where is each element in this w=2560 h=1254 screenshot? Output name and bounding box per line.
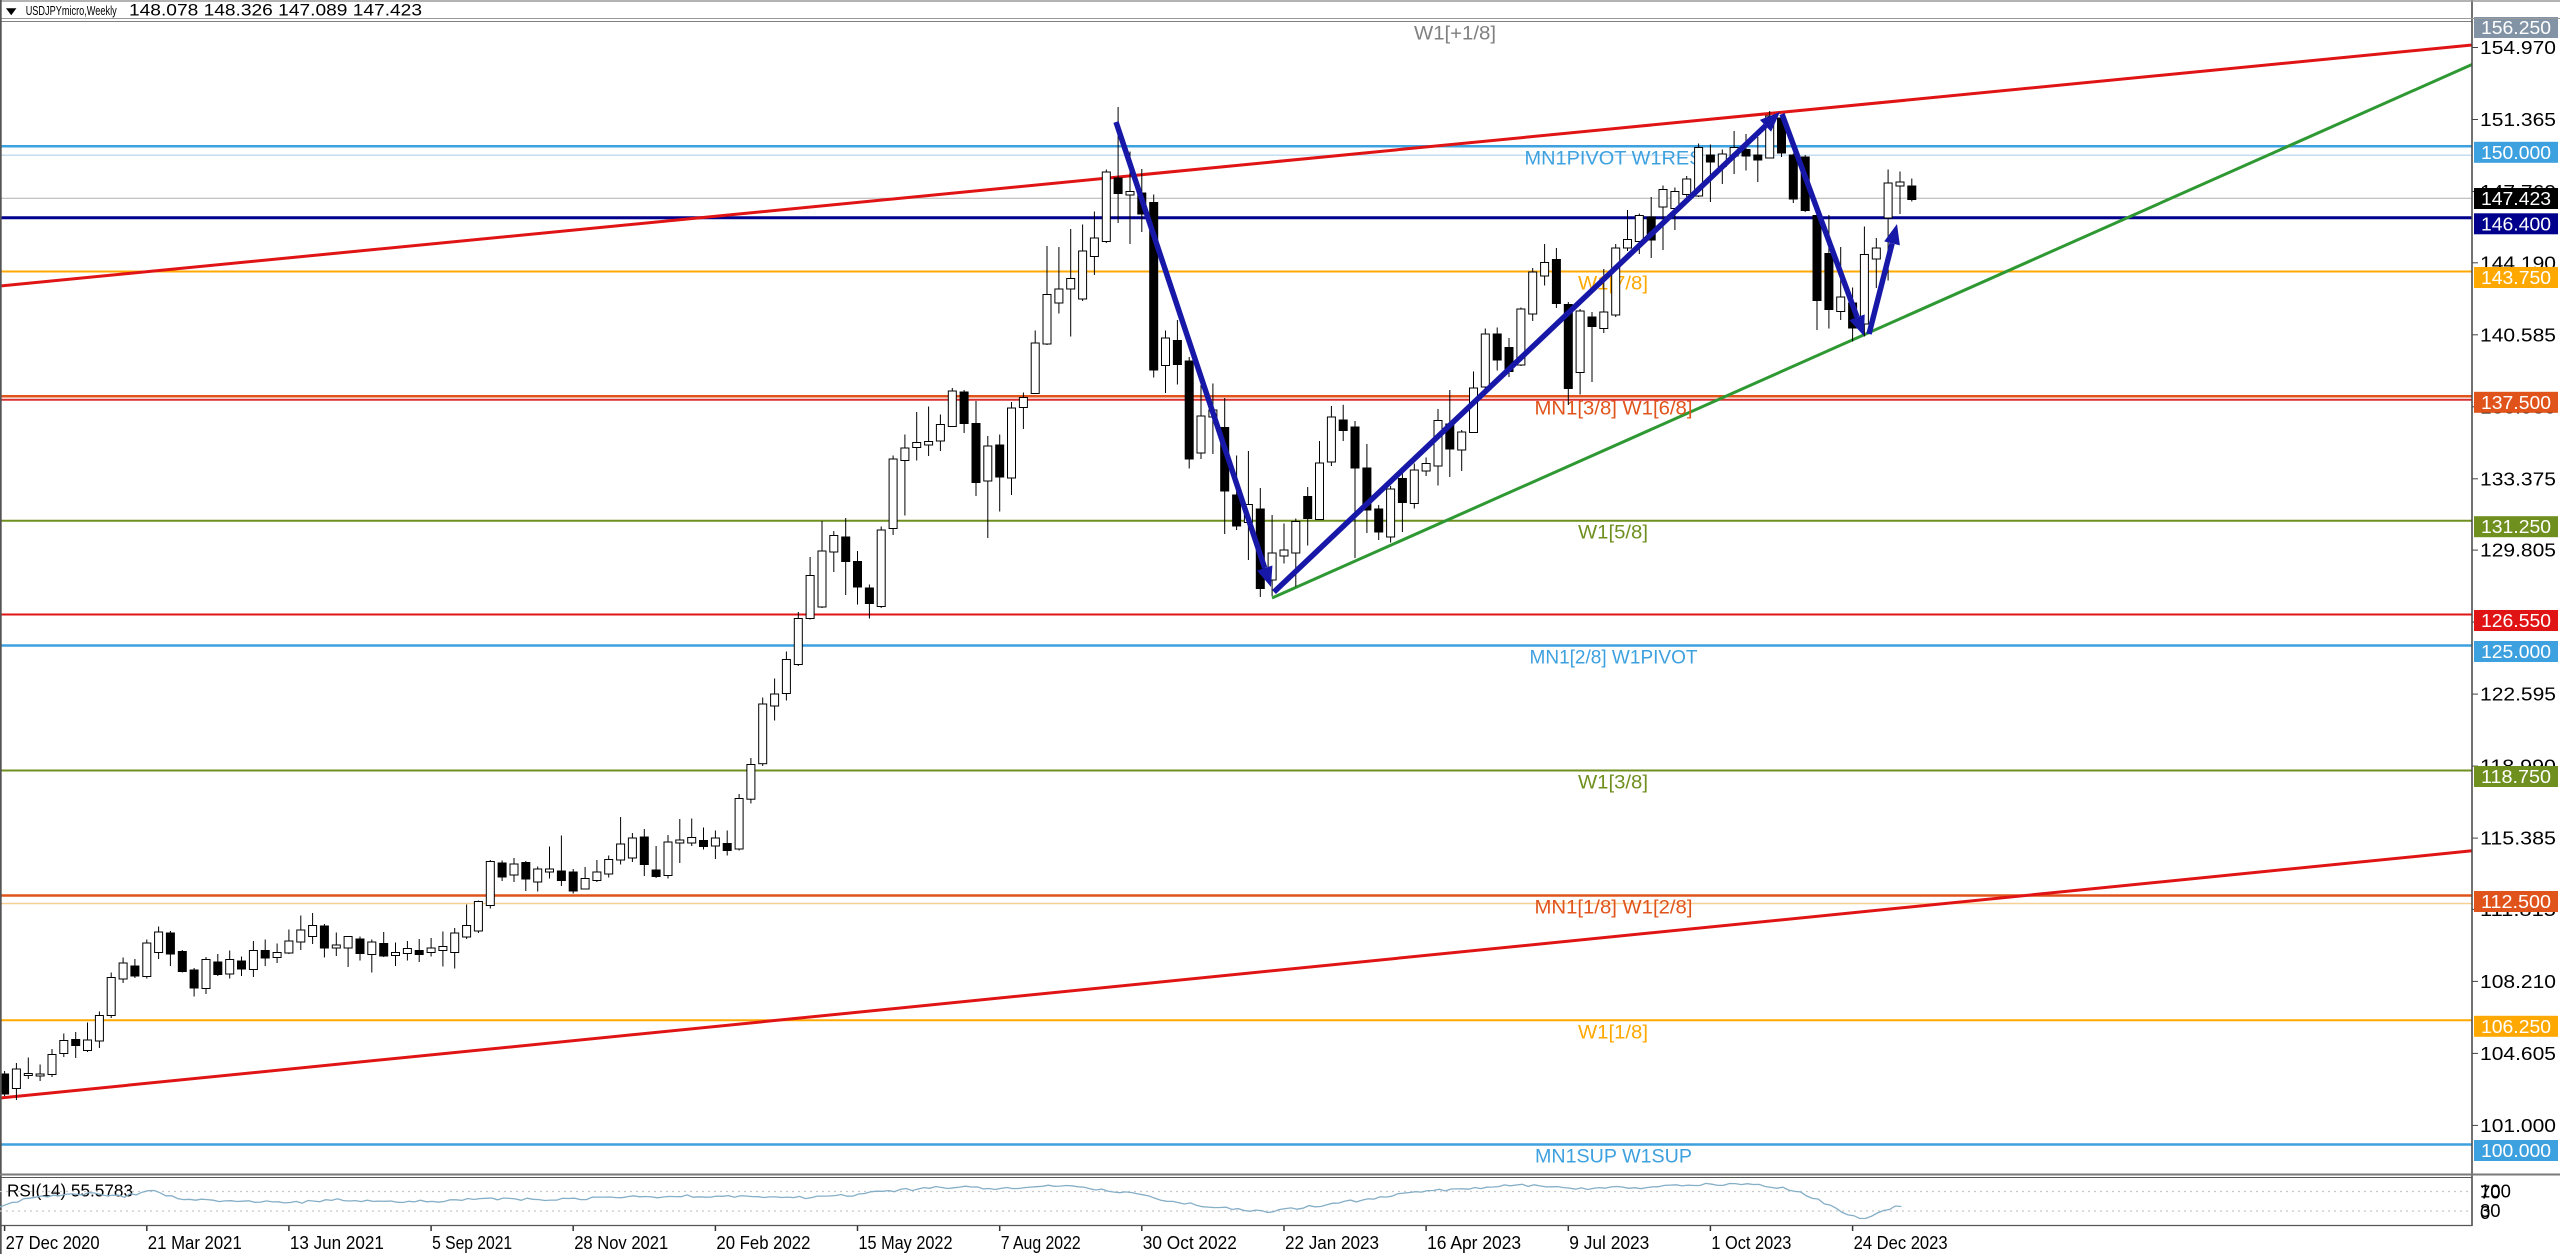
svg-text:115.385: 115.385	[2480, 828, 2556, 849]
svg-text:70: 70	[2480, 1182, 2501, 1203]
svg-text:9 Jul 2023: 9 Jul 2023	[1569, 1233, 1649, 1253]
svg-text:28 Nov 2021: 28 Nov 2021	[574, 1233, 668, 1253]
svg-text:151.365: 151.365	[2480, 109, 2556, 130]
svg-text:W1[1/8]: W1[1/8]	[1578, 1022, 1648, 1043]
svg-text:15 May 2022: 15 May 2022	[859, 1233, 953, 1253]
svg-text:100: 100	[2480, 1181, 2511, 1202]
svg-text:5 Sep 2021: 5 Sep 2021	[432, 1233, 512, 1253]
svg-text:137.500: 137.500	[2481, 392, 2551, 413]
svg-text:148.078 148.326 147.089 147.42: 148.078 148.326 147.089 147.423	[129, 2, 422, 20]
svg-text:147.423: 147.423	[2481, 188, 2551, 209]
svg-text:133.375: 133.375	[2480, 468, 2556, 489]
svg-text:125.000: 125.000	[2481, 641, 2551, 662]
svg-text:20 Feb 2022: 20 Feb 2022	[716, 1233, 810, 1253]
svg-text:129.805: 129.805	[2480, 540, 2556, 561]
svg-text:W1[5/8]: W1[5/8]	[1578, 523, 1648, 544]
svg-text:30 Oct 2022: 30 Oct 2022	[1143, 1233, 1237, 1253]
svg-text:30: 30	[2480, 1200, 2501, 1221]
svg-text:140.585: 140.585	[2480, 324, 2556, 345]
svg-text:1 Oct 2023: 1 Oct 2023	[1711, 1233, 1791, 1253]
svg-text:126.550: 126.550	[2481, 610, 2551, 631]
svg-text:MN1[2/8] W1PIVOT: MN1[2/8] W1PIVOT	[1530, 648, 1698, 669]
svg-text:RSI(14) 55.5783: RSI(14) 55.5783	[7, 1181, 133, 1201]
svg-text:108.210: 108.210	[2480, 971, 2556, 992]
svg-text:W1[3/8]: W1[3/8]	[1578, 773, 1648, 794]
svg-text:154.970: 154.970	[2480, 37, 2556, 58]
svg-text:101.000: 101.000	[2480, 1115, 2556, 1136]
svg-text:W1[+1/8]: W1[+1/8]	[1414, 24, 1496, 45]
svg-text:7 Aug 2022: 7 Aug 2022	[1001, 1233, 1081, 1253]
svg-text:13 Jun 2021: 13 Jun 2021	[290, 1233, 384, 1253]
svg-text:21 Mar 2021: 21 Mar 2021	[148, 1233, 242, 1253]
svg-text:MN1PIVOT W1RES: MN1PIVOT W1RES	[1525, 148, 1703, 169]
svg-text:143.750: 143.750	[2481, 267, 2551, 288]
svg-text:106.250: 106.250	[2481, 1016, 2551, 1037]
svg-text:0: 0	[2480, 1202, 2490, 1223]
svg-text:24 Dec 2023: 24 Dec 2023	[1854, 1233, 1948, 1253]
svg-text:100.000: 100.000	[2481, 1140, 2551, 1161]
svg-text:27 Dec 2020: 27 Dec 2020	[6, 1233, 100, 1253]
svg-text:USDJPYmicro,Weekly: USDJPYmicro,Weekly	[26, 3, 117, 18]
svg-text:150.000: 150.000	[2481, 142, 2551, 163]
svg-text:112.500: 112.500	[2481, 891, 2551, 912]
svg-text:104.605: 104.605	[2480, 1043, 2556, 1064]
svg-text:22 Jan 2023: 22 Jan 2023	[1285, 1233, 1379, 1253]
svg-text:146.400: 146.400	[2481, 213, 2551, 234]
svg-text:16 Apr 2023: 16 Apr 2023	[1427, 1233, 1521, 1253]
svg-text:118.750: 118.750	[2481, 766, 2551, 787]
svg-text:MN1[1/8] W1[2/8]: MN1[1/8] W1[2/8]	[1535, 898, 1693, 919]
svg-text:156.250: 156.250	[2481, 17, 2551, 38]
svg-text:MN1SUP W1SUP: MN1SUP W1SUP	[1535, 1147, 1692, 1168]
svg-text:MN1[3/8] W1[6/8]: MN1[3/8] W1[6/8]	[1535, 398, 1693, 419]
svg-text:131.250: 131.250	[2481, 516, 2551, 537]
svg-text:122.595: 122.595	[2480, 684, 2556, 705]
